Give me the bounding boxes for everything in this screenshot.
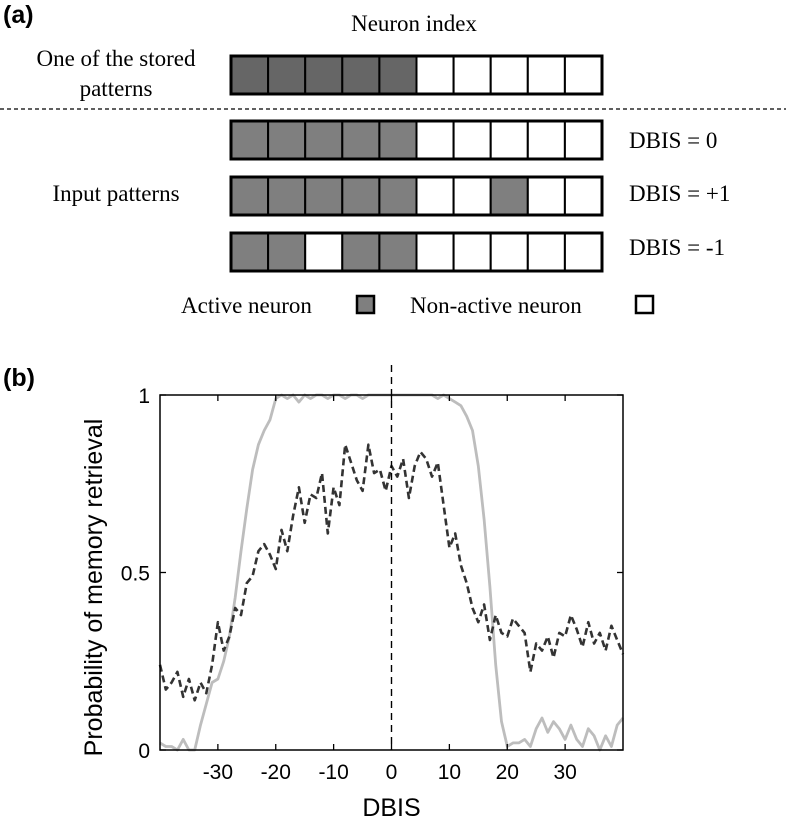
neuron-cell-inactive xyxy=(489,120,529,160)
neuron-cell-active xyxy=(230,232,270,272)
neuron-cell-active xyxy=(267,120,307,160)
x-tick-label: -30 xyxy=(203,761,233,784)
neuron-cell-active xyxy=(267,176,307,216)
x-axis-label: DBIS xyxy=(362,794,420,822)
neuron-cell-active xyxy=(341,55,381,95)
neuron-cell-active xyxy=(230,55,270,95)
neuron-index-title: Neuron index xyxy=(351,11,477,36)
neuron-cell-inactive xyxy=(526,55,566,95)
x-tick-label: -10 xyxy=(318,761,348,784)
neuron-cell-inactive xyxy=(489,232,529,272)
neuron-cell-active xyxy=(304,120,344,160)
x-tick-label: 0 xyxy=(386,761,398,784)
neuron-cell-active xyxy=(378,120,418,160)
legend-inactive-label: Non-active neuron xyxy=(410,293,582,318)
neuron-row-border xyxy=(229,175,604,217)
neuron-cell-inactive xyxy=(563,176,604,216)
chart-plot: -30 -20 -10 0 10 20 30 0 0.5 1 DBIS Probability of … xyxy=(80,365,625,822)
neuron-cell-active xyxy=(378,55,418,95)
neuron-row-border xyxy=(229,119,604,161)
input-patterns-label: Input patterns xyxy=(52,181,179,206)
legend-active-swatch xyxy=(355,294,376,315)
neuron-cell-active xyxy=(230,176,270,216)
x-tick-label: 20 xyxy=(496,761,519,784)
neuron-cell-inactive xyxy=(526,120,566,160)
neuron-cell-active xyxy=(267,55,307,95)
neuron-cell-active xyxy=(341,120,381,160)
legend-active-label: Active neuron xyxy=(181,293,312,318)
neuron-cell-active xyxy=(304,176,344,216)
neuron-cell-active xyxy=(489,176,529,216)
neuron-cell-inactive xyxy=(452,120,492,160)
panel-b-label: (b) xyxy=(3,364,35,392)
neuron-cell-inactive xyxy=(415,176,455,216)
dbis-label-1: DBIS = +1 xyxy=(629,181,730,206)
neuron-cell-active xyxy=(378,232,418,272)
legend-inactive-swatch xyxy=(634,294,655,315)
neuron-cell-active xyxy=(341,176,381,216)
neuron-cell-active xyxy=(304,55,344,95)
y-tick-label: 0 xyxy=(138,740,150,763)
neuron-cell-inactive xyxy=(563,232,604,272)
y-axis-label: Probability of memory retrieval xyxy=(80,419,108,757)
neuron-cell-inactive xyxy=(452,55,492,95)
stored-pattern-row xyxy=(229,54,604,96)
neuron-cell-inactive xyxy=(304,232,344,272)
neuron-cell-active xyxy=(230,120,270,160)
x-tick-label: -20 xyxy=(261,761,291,784)
neuron-cell-inactive xyxy=(415,120,455,160)
x-tick-label: 10 xyxy=(438,761,461,784)
neuron-row-border xyxy=(229,231,604,273)
neuron-row-border xyxy=(229,54,604,96)
neuron-cell-active xyxy=(267,232,307,272)
neuron-cell-inactive xyxy=(452,176,492,216)
x-tick-label: 30 xyxy=(553,761,576,784)
neuron-cell-inactive xyxy=(563,120,604,160)
dbis-label-2: DBIS = -1 xyxy=(629,235,725,260)
input-pattern-row-1 xyxy=(229,175,604,217)
neuron-cell-inactive xyxy=(452,232,492,272)
input-pattern-row-0 xyxy=(229,119,604,161)
neuron-cell-active xyxy=(341,232,381,272)
neuron-cell-inactive xyxy=(489,55,529,95)
y-tick-label: 1 xyxy=(138,385,150,408)
input-pattern-row-2 xyxy=(229,231,604,273)
neuron-cell-inactive xyxy=(526,232,566,272)
neuron-cell-inactive xyxy=(563,55,604,95)
neuron-cell-inactive xyxy=(526,176,566,216)
stored-pattern-label-line2: patterns xyxy=(80,76,153,101)
neuron-cell-inactive xyxy=(415,55,455,95)
dbis-label-0: DBIS = 0 xyxy=(629,128,717,153)
neuron-cell-inactive xyxy=(415,232,455,272)
panel-a-label: (a) xyxy=(3,1,34,29)
stored-pattern-label-line1: One of the stored xyxy=(36,46,196,71)
y-tick-label: 0.5 xyxy=(121,563,150,586)
neuron-cell-active xyxy=(378,176,418,216)
